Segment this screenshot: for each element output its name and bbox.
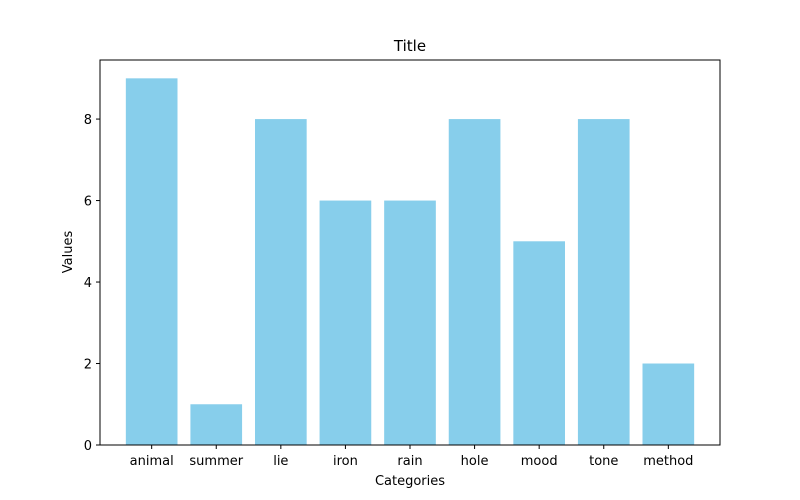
x-tick-label: lie <box>273 454 288 469</box>
bar-rain <box>384 200 436 445</box>
x-axis-title: Categories <box>375 474 445 489</box>
bar-method <box>642 363 695 445</box>
y-tick-label: 8 <box>84 113 92 128</box>
plot-frame <box>99 59 721 446</box>
y-tick-label: 2 <box>84 358 92 373</box>
y-tick-label: 6 <box>84 195 92 210</box>
x-tick-label: method <box>643 454 693 469</box>
bar-lie <box>255 119 307 446</box>
x-tick-label: animal <box>130 454 174 469</box>
y-tick-label: 4 <box>84 276 92 291</box>
plot-area: animal summer lie iron rain hole mood tone metho… <box>84 59 721 469</box>
bars <box>125 78 695 446</box>
bar-hole <box>448 119 501 446</box>
bar-animal <box>125 78 178 445</box>
y-axis-title: Values <box>61 231 76 274</box>
x-tick-label: tone <box>589 454 618 469</box>
bar-tone <box>577 119 630 446</box>
x-tick-label: mood <box>521 454 558 469</box>
x-tick-label: summer <box>189 454 243 469</box>
y-axis-ticks: 0 2 4 6 8 <box>84 113 100 454</box>
x-tick-label: rain <box>397 454 422 469</box>
y-tick-label: 0 <box>84 439 92 454</box>
bar-mood <box>513 241 565 445</box>
chart-title: Title <box>393 37 426 55</box>
x-tick-label: iron <box>333 454 358 469</box>
x-tick-label: hole <box>461 454 489 469</box>
x-axis-ticks: animal summer lie iron rain hole mood tone metho… <box>130 445 693 469</box>
bar-iron <box>319 200 372 445</box>
bar-summer <box>190 404 243 445</box>
